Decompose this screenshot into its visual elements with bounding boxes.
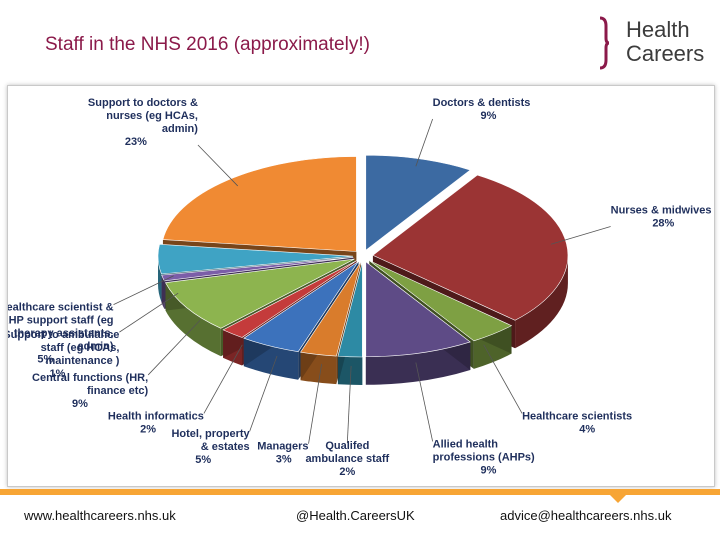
slice-label: Managers 3% [257,441,308,466]
slice-label-line: nurses (eg HCAs, [106,110,198,122]
logo-line-1: Health [626,17,690,42]
slice-label-line: Health informatics [108,410,204,422]
leader-line [113,275,174,305]
slice-label-line: Managers [257,441,308,453]
slice-label-line: Healthcare scientist & [8,302,114,314]
slice-label: Doctors & dentists 9% [433,97,531,122]
pie-slice-side [515,255,568,349]
footer-tab-marker [608,493,628,503]
leader-line [119,292,179,333]
logo-text: Health Careers [626,18,704,66]
footer-email[interactable]: advice@healthcareers.nhs.uk [500,508,672,523]
slice-label: Support to doctors & nurses (eg HCAs, admi… [88,97,198,148]
slice-label: Support to ambulance staff (eg HCAs, maint… [8,329,120,380]
leader-line [483,344,523,414]
slice-label: Healthcare scientist & AHP support staff … [8,302,114,366]
slice-label: Allied health professions (AHPs) 9% [433,438,535,476]
slice-label: Nurses & midwives 28% [611,205,712,230]
chart-frame: Doctors & dentists 9% Nurses & midwives 28%… [7,85,715,487]
leader-line [147,320,201,376]
slice-label-line: admin) [162,123,198,135]
slice-label-line: 23% [125,136,147,148]
slice-label-line: staff (eg HCAs, [41,342,120,354]
leader-line [308,363,323,444]
slice-label-line: Doctors & dentists [433,97,531,109]
pie-slice[interactable] [222,260,357,338]
slice-label-line: ambulance staff [305,453,389,465]
slice-label-line: 28% [652,218,674,230]
slice-label-line: Qualifed [325,440,369,452]
slice-label-line: therapy assistants, [14,328,114,340]
leader-line [346,365,352,444]
pie-chart: Doctors & dentists 9%Nurses & midwives 28%… [8,97,712,478]
slice-label-line: finance etc) [87,385,148,397]
leader-line [415,362,434,442]
pie-slice[interactable] [157,243,354,275]
slice-label: Hotel, property & estates 5% [171,428,250,466]
pie-slice[interactable] [337,261,363,358]
slice-label-line: 3% [276,454,292,466]
footer-divider [0,489,720,495]
slice-label-line: Nurses & midwives [611,205,712,217]
health-careers-logo[interactable]: Health Careers [598,14,713,72]
pie-slice[interactable] [372,174,569,321]
slice-label: Qualifed ambulance staff 2% [305,440,389,478]
slice-label-line: Allied health [433,438,499,450]
leader-line [197,144,239,187]
pie-slice-side [337,356,363,385]
pie-slice[interactable] [161,257,354,282]
slice-label-line: 2% [140,423,156,435]
pie-tops [157,154,569,358]
pie-slice[interactable] [365,261,471,358]
slice-label-line: 9% [480,110,496,122]
slice-label-line: 9% [480,464,496,476]
slice-label-line: 1% [49,368,65,380]
slice-label-line: 5% [37,354,53,366]
leader-line [203,344,243,414]
slice-label-line: professions (AHPs) [433,451,535,463]
slice-label-line: Central functions (HR, [32,372,148,384]
pie-slice[interactable] [162,156,357,252]
pie-slice[interactable] [369,260,513,342]
pie-slice[interactable] [300,261,362,357]
slice-label-line: Support to ambulance [8,329,119,341]
pie-slice-side [158,256,162,302]
pie-labels: Doctors & dentists 9%Nurses & midwives 28%… [8,97,712,478]
leader-line [550,226,611,245]
leader-line [415,118,434,167]
slice-label-line: 2% [339,466,355,478]
pie-slice-side [365,341,471,385]
pie-slice[interactable] [243,261,359,353]
slice-label: Healthcare scientists 4% [522,410,632,435]
slice-label-line: 4% [579,423,595,435]
bracket-icon [599,16,610,70]
slice-label-line: Support to doctors & [88,97,198,109]
slice-label-line: AHP support staff (eg [8,315,114,327]
page-title: Staff in the NHS 2016 (approximately!) [45,34,370,55]
slice-label: Central functions (HR, finance etc) 9% [32,372,148,410]
slice-label-line: Healthcare scientists [522,410,632,422]
footer-website[interactable]: www.healthcareers.nhs.uk [24,508,176,523]
slice-label-line: Hotel, property [171,428,250,440]
slice-label-line: 9% [72,398,88,410]
logo-line-2: Careers [626,41,705,66]
slice-label-line: 5% [195,454,211,466]
footer-twitter[interactable]: @Health.CareersUK [296,508,415,523]
slice-label-line: & estates [201,441,250,453]
leader-line [249,355,278,432]
slice-label: Health informatics 2% [108,410,204,435]
pie-slice[interactable] [365,154,471,251]
pie-slice[interactable] [165,258,355,329]
slice-label-line: admin) [77,341,113,353]
slice-label-line: maintenance ) [45,355,119,367]
